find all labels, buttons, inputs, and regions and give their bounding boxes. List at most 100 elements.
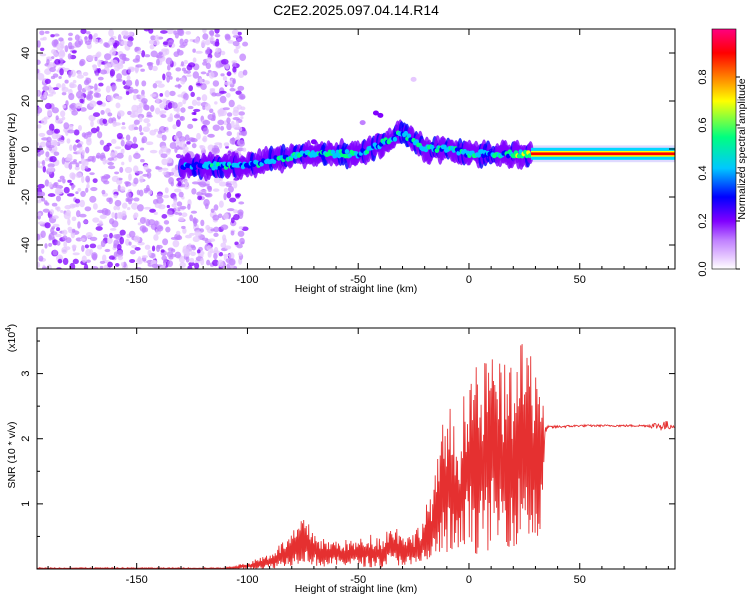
noise-speckle (102, 118, 108, 124)
noise-speckle (207, 185, 212, 191)
noise-speckle (126, 207, 131, 211)
noise-speckle (113, 205, 118, 211)
noise-speckle (202, 119, 211, 126)
noise-speckle (217, 259, 224, 267)
noise-speckle (37, 199, 42, 204)
noise-speckle (63, 186, 70, 194)
noise-speckle (92, 178, 98, 184)
noise-speckle (103, 144, 110, 152)
noise-speckle (232, 35, 240, 38)
noise-speckle (85, 175, 91, 183)
spectrogram-y-tick-label: 40 (20, 47, 32, 59)
noise-speckle (219, 63, 224, 68)
noise-speckle (164, 90, 170, 98)
noise-speckle (196, 96, 201, 101)
noise-speckle (143, 118, 150, 124)
noise-speckle (187, 123, 194, 130)
noise-speckle (228, 258, 236, 266)
snr-x-tick-label: -150 (126, 574, 148, 586)
noise-speckle (37, 106, 43, 114)
noise-speckle (57, 258, 63, 264)
noise-speckle (242, 147, 247, 152)
noise-speckle (187, 243, 193, 249)
noise-speckle (76, 74, 84, 79)
noise-speckle (136, 189, 141, 196)
noise-speckle (94, 83, 98, 91)
noise-speckle (75, 202, 80, 208)
noise-speckle (228, 99, 235, 108)
noise-speckle (150, 223, 157, 230)
noise-speckle (45, 140, 52, 148)
noise-speckle (67, 71, 72, 78)
noise-speckle (111, 59, 119, 68)
noise-speckle (90, 186, 98, 192)
noise-speckle (150, 50, 158, 58)
noise-speckle (159, 103, 167, 109)
noise-speckle (239, 237, 245, 245)
noise-speckle (190, 91, 195, 98)
snr-x-tick-label: -50 (350, 574, 366, 586)
noise-speckle (51, 202, 58, 207)
noise-speckle (136, 50, 142, 55)
noise-speckle (199, 189, 207, 193)
noise-speckle (168, 171, 175, 176)
noise-speckle (96, 244, 103, 250)
noise-speckle (56, 227, 61, 232)
noise-speckle (101, 189, 106, 195)
noise-speckle (42, 266, 47, 269)
noise-speckle (217, 119, 225, 126)
noise-speckle (138, 189, 144, 197)
noise-speckle (220, 224, 229, 230)
noise-speckle (124, 32, 129, 37)
noise-speckle (120, 40, 128, 46)
noise-speckle (53, 52, 59, 58)
noise-speckle (137, 113, 145, 119)
noise-speckle (187, 62, 196, 68)
noise-speckle (133, 197, 140, 202)
noise-speckle (90, 120, 94, 127)
noise-speckle (120, 139, 125, 147)
noise-speckle (238, 226, 244, 230)
noise-speckle (233, 48, 239, 54)
noise-speckle (170, 236, 178, 240)
noise-speckle (39, 53, 47, 57)
noise-speckle (232, 66, 237, 73)
noise-speckle (70, 69, 76, 78)
noise-speckle (183, 59, 188, 65)
noise-speckle (65, 157, 73, 162)
noise-speckle (153, 211, 158, 216)
noise-speckle (53, 87, 59, 90)
noise-speckle (89, 100, 97, 108)
noise-speckle (68, 162, 73, 170)
noise-speckle (91, 266, 99, 269)
noise-speckle (54, 58, 61, 65)
noise-speckle (134, 66, 139, 74)
noise-speckle (226, 208, 235, 212)
noise-speckle (156, 225, 164, 232)
noise-speckle (184, 134, 190, 141)
noise-speckle (133, 177, 139, 185)
noise-speckle (178, 216, 185, 222)
noise-speckle (196, 249, 201, 254)
noise-speckle (131, 202, 139, 210)
noise-speckle (111, 212, 115, 219)
noise-speckle (75, 172, 82, 179)
noise-speckle (154, 107, 161, 115)
snr-frame (36, 327, 676, 570)
noise-speckle (128, 154, 132, 163)
spectrogram-x-tick-label: 50 (574, 274, 586, 286)
snr-x-label: Height of straight line (km) (295, 583, 418, 595)
noise-speckle (104, 63, 112, 69)
noise-speckle (48, 62, 54, 67)
noise-speckle (44, 243, 48, 249)
noise-speckle (215, 47, 221, 53)
noise-speckle (84, 86, 91, 91)
noise-speckle (236, 147, 245, 152)
noise-speckle (39, 141, 47, 148)
noise-speckle (67, 226, 73, 232)
noise-speckle (63, 240, 68, 248)
noise-speckle (128, 173, 132, 181)
noise-speckle (91, 252, 98, 260)
noise-speckle (166, 204, 171, 209)
noise-speckle (182, 98, 187, 105)
